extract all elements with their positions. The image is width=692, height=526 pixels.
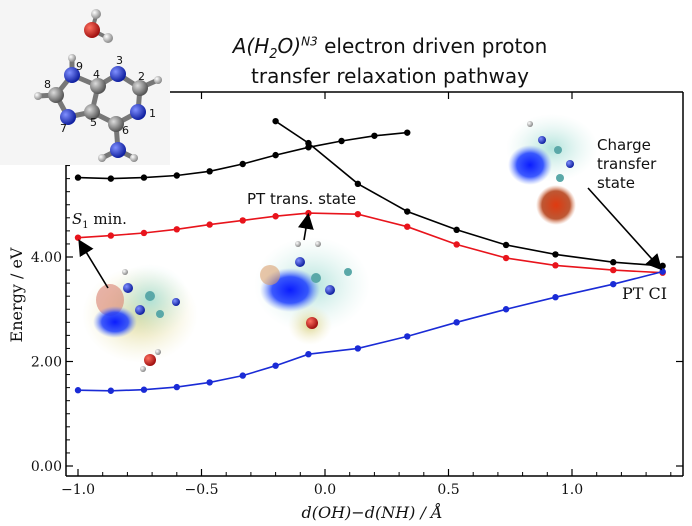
annotation-arrows — [78, 187, 663, 289]
title-rest: electron driven proton — [317, 34, 548, 58]
series-point-1 — [354, 180, 362, 188]
x-axis-label: d(OH)−d(NH) / Å — [302, 502, 443, 522]
series-point-3 — [552, 294, 559, 301]
atom-label-5: 5 — [90, 116, 97, 129]
chart-title-line-2: transfer relaxation pathway — [251, 64, 529, 88]
title-sub: 2 — [269, 47, 278, 62]
s1-min-rest: min. — [88, 210, 127, 228]
charge-transfer-label: Charge transfer state — [597, 136, 656, 193]
series-point-3 — [107, 387, 115, 394]
series-point-1 — [610, 259, 617, 266]
s1-min-label: S1 min. — [72, 210, 127, 231]
charge-transfer-line-3: state — [597, 174, 635, 192]
pt-trans-state-orbital-picture — [254, 237, 370, 345]
title-sup: N3 — [301, 34, 318, 49]
series-point-3 — [140, 386, 148, 393]
title-prefix: A(H — [232, 34, 270, 58]
charge-transfer-line-1: Charge — [597, 136, 651, 154]
atom-label-7: 7 — [60, 122, 67, 135]
series-point-1 — [552, 251, 559, 258]
atom-label-2: 2 — [138, 70, 145, 83]
charge-transfer-arrow — [587, 187, 663, 271]
y-axis-label: Energy / eV — [7, 247, 26, 342]
series-point-1 — [502, 241, 510, 249]
series-point-2 — [272, 213, 279, 220]
charge-transfer-orbital-picture — [506, 114, 598, 225]
s1-min-S: S — [72, 210, 83, 228]
chart-title-line-1: A(H2O)N3 electron driven proton — [180, 34, 600, 62]
series-point-0 — [173, 172, 180, 179]
y-tick-label: 0.00 — [31, 459, 62, 475]
x-tick-label: −0.5 — [185, 482, 219, 498]
series-point-0 — [272, 151, 279, 159]
series-point-0 — [140, 174, 148, 181]
series-point-3 — [453, 319, 460, 326]
atom-label-4: 4 — [93, 68, 100, 81]
series-point-2 — [74, 234, 82, 241]
series-point-2 — [404, 223, 411, 230]
series-point-2 — [305, 209, 312, 217]
series-point-2 — [354, 210, 362, 218]
y-tick-label: 4.00 — [31, 250, 62, 266]
atom-label-1: 1 — [149, 107, 156, 120]
atom-label-9: 9 — [76, 60, 83, 73]
atom-label-8: 8 — [44, 78, 51, 91]
charge-transfer-line-2: transfer — [597, 155, 657, 173]
s1-min-sub: 1 — [82, 220, 89, 231]
atom-label-3: 3 — [116, 54, 123, 67]
series-point-1 — [272, 117, 279, 125]
series-point-3 — [74, 387, 82, 394]
series-point-1 — [305, 139, 312, 147]
y-tick-label: 2.00 — [31, 355, 62, 371]
series-point-0 — [206, 168, 213, 175]
pt-trans-state-label: PT trans. state — [247, 190, 357, 208]
series-point-3 — [305, 350, 312, 358]
series-point-1 — [659, 262, 666, 270]
series-point-1 — [404, 208, 411, 215]
title-mid: O) — [277, 34, 302, 58]
atom-label-6: 6 — [122, 124, 129, 137]
s1-min-arrow — [78, 239, 109, 289]
series-point-2 — [206, 221, 213, 228]
series-point-3 — [239, 372, 246, 379]
series-point-0 — [239, 160, 246, 168]
series-point-2 — [173, 226, 180, 233]
series-point-3 — [659, 268, 666, 275]
series-point-1 — [453, 226, 460, 234]
axis-ticks — [66, 92, 683, 476]
s1-min-orbital-picture — [82, 264, 198, 372]
axis-tick-labels: −1.0 −0.5 0.0 0.5 1.0 0.00 2.00 4.00 — [31, 250, 583, 498]
series-point-3 — [206, 379, 213, 386]
series-point-2 — [610, 266, 617, 274]
series-point-0 — [371, 132, 378, 139]
series-point-3 — [354, 345, 362, 352]
series-point-0 — [107, 175, 115, 182]
pt-ci-label: PT CI — [622, 284, 668, 303]
series-point-3 — [272, 362, 279, 369]
series-point-3 — [502, 306, 510, 313]
series-point-0 — [404, 129, 411, 136]
series-point-2 — [239, 217, 246, 224]
series-point-2 — [107, 232, 115, 239]
series-line-2 — [77, 212, 663, 274]
series-point-3 — [173, 383, 180, 391]
x-tick-label: −1.0 — [61, 482, 95, 498]
x-tick-label: 0.5 — [437, 482, 459, 498]
adenine-water-molecule-picture: 9 3 8 4 2 7 5 1 6 — [0, 0, 170, 165]
series-point-3 — [404, 333, 411, 340]
series-point-0 — [74, 174, 82, 181]
series-point-0 — [338, 137, 345, 145]
x-tick-label: 0.0 — [314, 482, 336, 498]
x-tick-label: 1.0 — [561, 482, 583, 498]
series-point-3 — [610, 280, 617, 288]
series-point-2 — [502, 254, 510, 262]
pt-trans-arrow — [298, 212, 314, 241]
series-point-2 — [140, 229, 148, 237]
series-point-2 — [552, 262, 559, 269]
series-point-2 — [453, 241, 460, 248]
